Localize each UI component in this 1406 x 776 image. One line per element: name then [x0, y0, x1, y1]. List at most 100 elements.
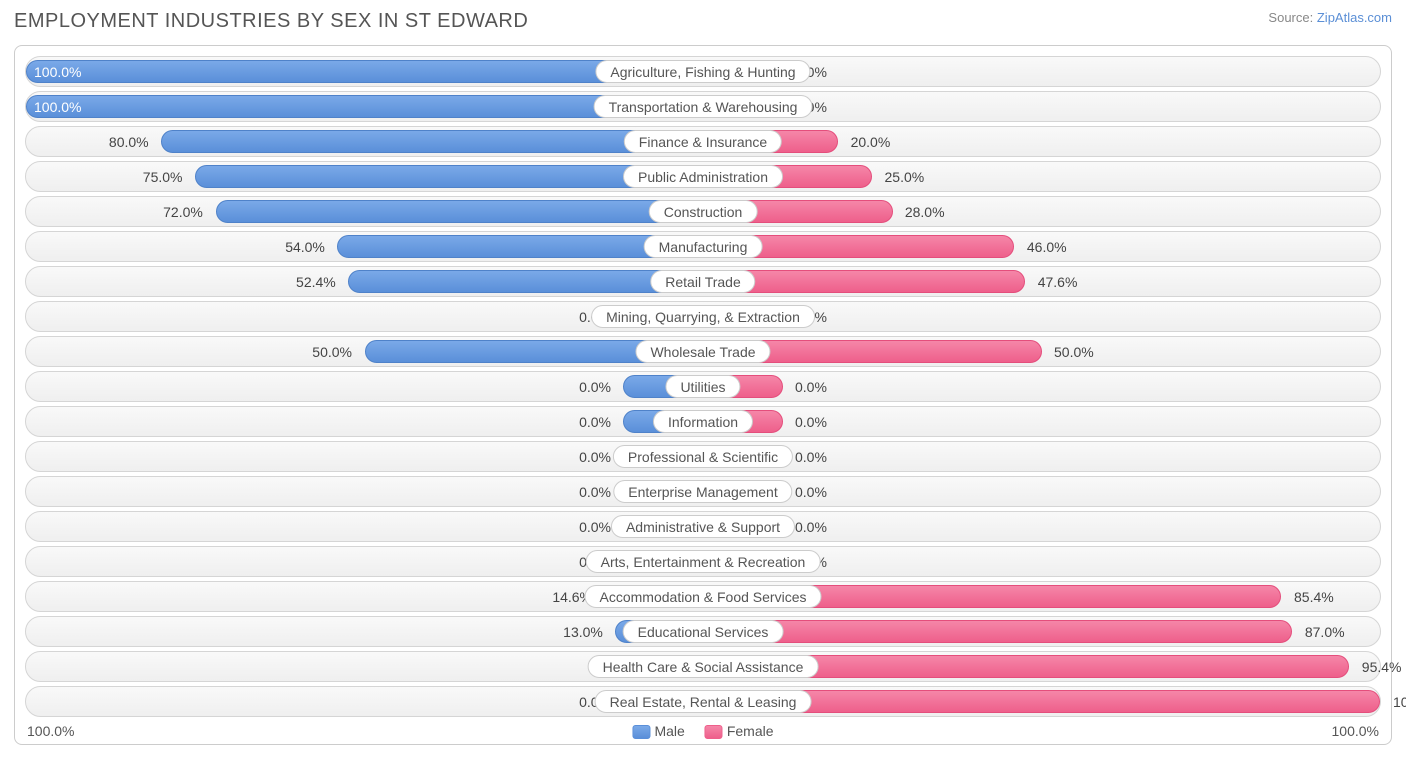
- legend-swatch: [705, 725, 723, 739]
- category-label: Construction: [649, 200, 758, 223]
- chart-title: EMPLOYMENT INDUSTRIES BY SEX IN ST EDWAR…: [14, 10, 1392, 33]
- chart-row: 0.0% 0.0% Information: [25, 406, 1381, 437]
- chart-row: 0.0%100.0%Real Estate, Rental & Leasing: [25, 686, 1381, 717]
- chart-row: 100.0%0.0%Agriculture, Fishing & Hunting: [25, 56, 1381, 87]
- male-half: 0.0%: [26, 512, 703, 541]
- female-value: 87.0%: [1297, 617, 1345, 646]
- male-half: 0.0%: [26, 477, 703, 506]
- female-value: 100.0%: [1385, 687, 1406, 716]
- chart-row: 52.4%47.6%Retail Trade: [25, 266, 1381, 297]
- male-value: 52.4%: [296, 267, 344, 296]
- category-label: Health Care & Social Assistance: [588, 655, 819, 678]
- male-half: 0.0%: [26, 442, 703, 471]
- female-half: 87.0%: [703, 617, 1380, 646]
- chart-container: EMPLOYMENT INDUSTRIES BY SEX IN ST EDWAR…: [0, 0, 1406, 776]
- chart-row: 50.0% 50.0% Wholesale Trade: [25, 336, 1381, 367]
- male-value: 100.0%: [34, 57, 81, 86]
- chart-row: 0.0%0.0%Mining, Quarrying, & Extraction: [25, 301, 1381, 332]
- female-value: 0.0%: [787, 407, 827, 436]
- axis-left-label: 100.0%: [27, 723, 74, 739]
- female-value: 85.4%: [1286, 582, 1334, 611]
- female-value: 0.0%: [787, 372, 827, 401]
- male-half: 0.0%: [26, 372, 703, 401]
- category-label: Educational Services: [623, 620, 784, 643]
- category-label: Enterprise Management: [613, 480, 792, 503]
- legend-label: Male: [654, 723, 684, 739]
- chart-row: 4.7%95.4%Health Care & Social Assistance: [25, 651, 1381, 682]
- male-value: 75.0%: [143, 162, 191, 191]
- male-value: 100.0%: [34, 92, 81, 121]
- female-half: 0.0%: [703, 442, 1380, 471]
- category-label: Arts, Entertainment & Recreation: [586, 550, 821, 573]
- source-label: Source:: [1268, 10, 1313, 25]
- chart-row: 0.0%0.0%Arts, Entertainment & Recreation: [25, 546, 1381, 577]
- chart-row: 13.0% 87.0% Educational Services: [25, 616, 1381, 647]
- source-attribution: Source: ZipAtlas.com: [1268, 10, 1392, 25]
- male-value: 72.0%: [163, 197, 211, 226]
- legend-item: Male: [632, 723, 684, 739]
- chart-row: 80.0% 20.0% Finance & Insurance: [25, 126, 1381, 157]
- chart-row: 54.0% 46.0% Manufacturing: [25, 231, 1381, 262]
- male-half: 50.0%: [26, 337, 703, 366]
- category-label: Information: [653, 410, 753, 433]
- female-value: 95.4%: [1354, 652, 1402, 681]
- legend-swatch: [632, 725, 650, 739]
- category-label: Wholesale Trade: [635, 340, 770, 363]
- category-label: Administrative & Support: [611, 515, 795, 538]
- male-value: 80.0%: [109, 127, 157, 156]
- chart-row: 75.0% 25.0% Public Administration: [25, 161, 1381, 192]
- male-value: 13.0%: [563, 617, 611, 646]
- male-bar: [216, 200, 703, 223]
- female-value: 50.0%: [1046, 337, 1094, 366]
- male-half: 80.0%: [26, 127, 703, 156]
- female-half: 0.0%: [703, 407, 1380, 436]
- chart-axis: 100.0% 100.0% Male Female: [25, 723, 1381, 747]
- category-label: Manufacturing: [644, 235, 763, 258]
- female-value: 0.0%: [787, 442, 827, 471]
- male-half: 54.0%: [26, 232, 703, 261]
- chart-row: 0.0%0.0%Administrative & Support: [25, 511, 1381, 542]
- chart-row: 100.0%0.0%Transportation & Warehousing: [25, 91, 1381, 122]
- female-bar: [703, 620, 1292, 643]
- male-half: 72.0%: [26, 197, 703, 226]
- female-half: 25.0%: [703, 162, 1380, 191]
- female-value: 47.6%: [1030, 267, 1078, 296]
- male-value: 0.0%: [579, 372, 619, 401]
- male-bar: [161, 130, 703, 153]
- category-label: Accommodation & Food Services: [585, 585, 822, 608]
- female-half: 47.6%: [703, 267, 1380, 296]
- category-label: Transportation & Warehousing: [594, 95, 813, 118]
- female-value: 28.0%: [897, 197, 945, 226]
- female-value: 46.0%: [1019, 232, 1067, 261]
- category-label: Real Estate, Rental & Leasing: [595, 690, 812, 713]
- female-half: 0.0%: [703, 512, 1380, 541]
- female-half: 0.0%: [703, 477, 1380, 506]
- category-label: Public Administration: [623, 165, 783, 188]
- category-label: Mining, Quarrying, & Extraction: [591, 305, 815, 328]
- male-half: 13.0%: [26, 617, 703, 646]
- male-value: 50.0%: [312, 337, 360, 366]
- legend-item: Female: [705, 723, 774, 739]
- category-label: Finance & Insurance: [624, 130, 782, 153]
- chart-row: 0.0% 0.0%Enterprise Management: [25, 476, 1381, 507]
- female-value: 0.0%: [787, 477, 827, 506]
- female-value: 25.0%: [877, 162, 925, 191]
- chart-row: 0.0% 0.0% Utilities: [25, 371, 1381, 402]
- chart-row: 0.0% 0.0%Professional & Scientific: [25, 441, 1381, 472]
- male-half: 75.0%: [26, 162, 703, 191]
- category-label: Utilities: [665, 375, 740, 398]
- male-value: 54.0%: [285, 232, 333, 261]
- female-half: 0.0%: [703, 372, 1380, 401]
- axis-right-label: 100.0%: [1332, 723, 1379, 739]
- chart-rows: 100.0%0.0%Agriculture, Fishing & Hunting…: [25, 56, 1381, 717]
- male-value: 0.0%: [579, 407, 619, 436]
- female-value: 20.0%: [843, 127, 891, 156]
- chart-area: 100.0%0.0%Agriculture, Fishing & Hunting…: [14, 45, 1392, 745]
- source-link[interactable]: ZipAtlas.com: [1317, 10, 1392, 25]
- female-half: 28.0%: [703, 197, 1380, 226]
- female-half: 50.0%: [703, 337, 1380, 366]
- female-half: 20.0%: [703, 127, 1380, 156]
- female-half: 46.0%: [703, 232, 1380, 261]
- category-label: Professional & Scientific: [613, 445, 793, 468]
- chart-row: 72.0% 28.0% Construction: [25, 196, 1381, 227]
